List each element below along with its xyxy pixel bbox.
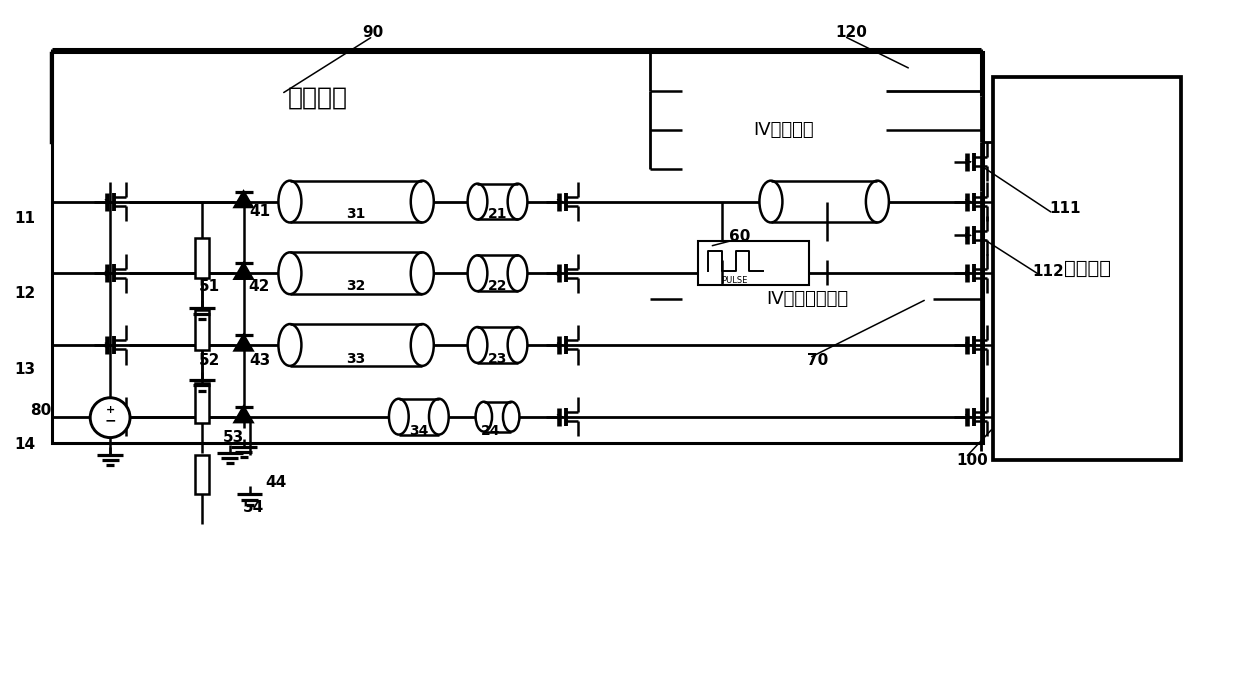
Text: 13: 13 [14,362,35,378]
Text: 21: 21 [488,207,507,221]
Polygon shape [234,406,253,422]
Bar [290,324,422,366]
Text: IV测量装置: IV测量装置 [753,121,814,139]
Ellipse shape [467,255,487,291]
Text: 60: 60 [729,229,750,244]
Ellipse shape [279,324,301,366]
Ellipse shape [508,327,528,363]
Bar [483,402,512,431]
Bar [477,255,518,291]
Bar [290,180,422,223]
Bar [195,238,208,278]
Ellipse shape [389,398,409,435]
Circle shape [90,398,130,437]
Ellipse shape [866,180,888,223]
Ellipse shape [508,255,528,291]
Text: 54: 54 [243,500,264,515]
Text: 111: 111 [1049,201,1080,216]
Bar [994,77,1181,460]
Ellipse shape [467,184,487,219]
Text: 52: 52 [199,353,221,368]
Text: 22: 22 [488,279,507,293]
Text: 12: 12 [14,285,35,301]
Text: 31: 31 [347,207,366,221]
Bar [195,454,208,495]
Bar [52,52,984,443]
Text: 112: 112 [1032,264,1064,279]
Ellipse shape [279,180,301,223]
Ellipse shape [508,184,528,219]
Ellipse shape [476,402,492,431]
Ellipse shape [411,324,434,366]
Text: 24: 24 [481,423,501,437]
Text: 32: 32 [347,279,366,293]
Text: 11: 11 [14,211,35,226]
Ellipse shape [503,402,519,431]
Ellipse shape [411,252,434,294]
Polygon shape [234,335,253,351]
Ellipse shape [279,252,301,294]
Bar [52,54,585,142]
Text: 微处理器: 微处理器 [289,86,348,110]
Text: 14: 14 [14,437,35,452]
Text: IV探头及示波器: IV探头及示波器 [766,290,849,308]
Text: 53: 53 [223,430,244,445]
Bar [195,383,208,423]
Ellipse shape [429,398,449,435]
Text: 44: 44 [266,475,287,490]
Bar [399,398,439,435]
Bar [681,260,933,338]
Bar [477,327,518,363]
Text: PULSE: PULSE [721,276,747,285]
Text: −: − [104,414,116,427]
Polygon shape [234,192,253,207]
Bar [290,252,422,294]
Bar [771,180,877,223]
Text: 23: 23 [488,352,507,366]
Text: 90: 90 [362,25,384,40]
Polygon shape [234,263,253,279]
Bar [681,91,886,169]
Text: 42: 42 [249,279,270,293]
Ellipse shape [411,180,434,223]
Text: 43: 43 [249,353,270,368]
Text: 70: 70 [807,353,828,368]
Text: 120: 120 [835,25,867,40]
Text: 33: 33 [347,352,366,366]
Text: +: + [105,405,115,415]
Text: 34: 34 [409,423,429,437]
Ellipse shape [760,180,782,223]
Bar [195,310,208,350]
Ellipse shape [467,327,487,363]
Text: 待测器件: 待测器件 [1063,259,1110,278]
Text: 51: 51 [199,279,221,293]
Text: 100: 100 [957,453,989,468]
Text: 41: 41 [249,204,270,219]
Text: 80: 80 [30,403,51,418]
Bar [477,184,518,219]
Bar [698,242,809,285]
